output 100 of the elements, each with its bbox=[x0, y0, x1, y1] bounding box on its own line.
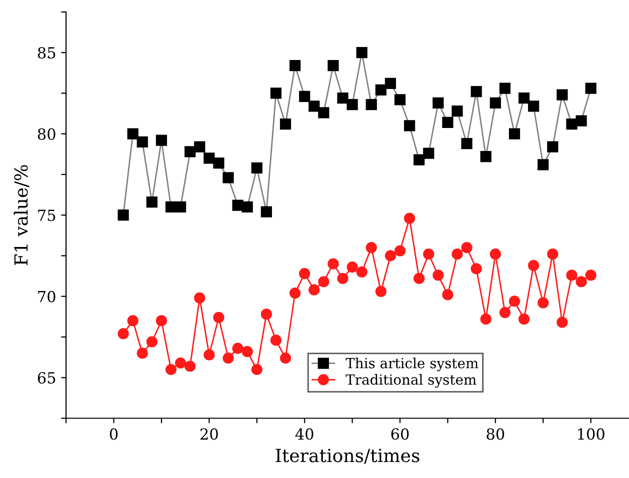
point bbox=[289, 60, 301, 72]
point bbox=[318, 276, 330, 288]
point bbox=[118, 328, 129, 340]
point bbox=[461, 138, 472, 150]
point bbox=[299, 90, 310, 102]
point bbox=[404, 120, 416, 132]
point bbox=[127, 315, 138, 326]
point bbox=[404, 212, 416, 224]
x-tick-label: 60 bbox=[391, 428, 409, 440]
point bbox=[146, 196, 158, 208]
y-tick-label: 70 bbox=[38, 290, 56, 302]
point bbox=[566, 270, 578, 281]
point bbox=[308, 284, 320, 296]
point bbox=[394, 245, 406, 256]
point bbox=[299, 268, 310, 280]
point bbox=[585, 270, 596, 281]
point bbox=[366, 242, 377, 254]
x-tick-label: 0 bbox=[110, 428, 118, 440]
point bbox=[213, 312, 224, 324]
point bbox=[576, 115, 587, 126]
point bbox=[318, 107, 330, 118]
point bbox=[346, 99, 358, 110]
point bbox=[423, 248, 434, 260]
point bbox=[308, 100, 320, 112]
point bbox=[556, 89, 568, 100]
point bbox=[414, 154, 425, 166]
point bbox=[328, 60, 339, 72]
point bbox=[232, 342, 244, 354]
point bbox=[452, 106, 463, 117]
point bbox=[251, 162, 262, 174]
point bbox=[432, 270, 444, 281]
point bbox=[423, 148, 434, 159]
point bbox=[222, 352, 234, 364]
point bbox=[414, 272, 425, 284]
point bbox=[280, 352, 292, 364]
point bbox=[384, 78, 396, 90]
point bbox=[337, 92, 348, 104]
point bbox=[508, 296, 520, 307]
point bbox=[174, 201, 186, 213]
point bbox=[452, 248, 463, 260]
point bbox=[508, 128, 520, 140]
point bbox=[232, 200, 244, 211]
point bbox=[346, 262, 358, 273]
point bbox=[538, 159, 549, 170]
y-tick-label: 65 bbox=[38, 372, 56, 384]
point bbox=[528, 100, 540, 112]
point bbox=[490, 97, 501, 109]
point bbox=[194, 292, 206, 304]
point bbox=[547, 248, 558, 260]
point bbox=[442, 289, 454, 300]
point bbox=[260, 206, 272, 218]
point bbox=[289, 288, 301, 299]
point bbox=[384, 250, 396, 262]
point bbox=[165, 364, 177, 376]
point bbox=[470, 263, 482, 274]
point bbox=[213, 158, 224, 169]
point bbox=[499, 82, 511, 94]
point bbox=[194, 141, 206, 152]
point bbox=[480, 314, 492, 325]
point bbox=[204, 152, 215, 164]
point bbox=[280, 118, 292, 130]
point bbox=[270, 88, 282, 99]
point bbox=[375, 84, 386, 96]
point bbox=[156, 134, 168, 146]
y-axis-title: F1 value/% bbox=[14, 165, 30, 266]
point bbox=[518, 314, 530, 325]
point bbox=[222, 172, 234, 184]
legend-label: This article system bbox=[346, 358, 478, 372]
point bbox=[556, 316, 568, 328]
point bbox=[251, 364, 262, 376]
point bbox=[337, 272, 348, 284]
x-axis-title: Iterations/times bbox=[276, 448, 420, 464]
point bbox=[394, 94, 406, 106]
y-tick-label: 85 bbox=[38, 47, 56, 59]
point bbox=[518, 92, 530, 104]
point bbox=[136, 136, 148, 148]
point bbox=[356, 47, 368, 58]
point bbox=[242, 201, 253, 213]
point bbox=[356, 266, 368, 278]
point bbox=[538, 297, 549, 308]
point bbox=[156, 315, 168, 326]
legend-label: Traditional system bbox=[346, 374, 476, 388]
point bbox=[118, 210, 129, 221]
point bbox=[366, 99, 377, 110]
point bbox=[566, 118, 578, 130]
y-tick-label: 80 bbox=[38, 128, 56, 140]
point bbox=[432, 97, 444, 109]
point bbox=[127, 128, 138, 140]
point bbox=[442, 116, 454, 128]
point bbox=[470, 86, 482, 98]
point bbox=[585, 82, 596, 94]
x-tick-label: 100 bbox=[578, 428, 604, 440]
point bbox=[136, 348, 148, 359]
point bbox=[499, 307, 511, 318]
point bbox=[184, 360, 196, 372]
point bbox=[328, 258, 339, 270]
point bbox=[146, 336, 158, 348]
point bbox=[184, 146, 196, 158]
point bbox=[547, 141, 558, 152]
point bbox=[576, 276, 587, 288]
